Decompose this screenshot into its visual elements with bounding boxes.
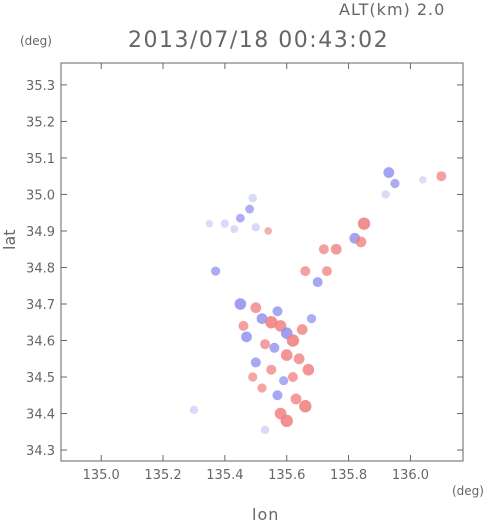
echo-cell bbox=[290, 393, 302, 405]
echo-cell bbox=[302, 363, 315, 376]
echo-cell bbox=[260, 339, 271, 350]
echo-cells bbox=[189, 167, 447, 435]
timestamp-title: 2013/07/18 00:43:02 bbox=[128, 28, 390, 53]
plot-frame bbox=[60, 62, 464, 462]
y-tick-label: 35.1 bbox=[26, 152, 55, 167]
echo-cell bbox=[250, 302, 262, 314]
echo-cell bbox=[250, 357, 261, 368]
echo-cell bbox=[330, 243, 342, 255]
echo-cell bbox=[436, 171, 447, 182]
y-tick-label: 35.0 bbox=[26, 188, 55, 203]
x-tick-label: 135.0 bbox=[83, 468, 120, 483]
echo-cell bbox=[279, 376, 289, 386]
echo-cell bbox=[248, 372, 258, 382]
echo-cell bbox=[299, 400, 312, 413]
x-axis-label: lon bbox=[252, 505, 280, 524]
echo-cell bbox=[220, 219, 230, 228]
echo-cell bbox=[248, 193, 257, 203]
echo-cell bbox=[296, 324, 308, 335]
echo-cell bbox=[266, 364, 277, 375]
echo-cell bbox=[419, 176, 427, 184]
echo-cell bbox=[251, 223, 261, 232]
echo-cell bbox=[355, 236, 367, 248]
echo-cell bbox=[306, 313, 317, 324]
echo-cell bbox=[280, 414, 293, 428]
y-tick-label: 34.4 bbox=[26, 408, 55, 423]
echo-cell bbox=[312, 277, 323, 288]
echo-cell bbox=[300, 266, 311, 277]
y-tick-label: 34.3 bbox=[26, 444, 55, 459]
y-tick-label: 34.9 bbox=[26, 225, 55, 240]
x-tick-label: 135.6 bbox=[268, 468, 305, 483]
echo-cell bbox=[241, 331, 252, 343]
y-tick-label: 35.2 bbox=[26, 115, 55, 130]
echo-cell bbox=[230, 225, 239, 234]
y-unit-label: (deg) bbox=[20, 34, 52, 48]
echo-cell bbox=[280, 349, 293, 361]
echo-cell bbox=[287, 372, 298, 383]
echo-cell bbox=[211, 266, 221, 276]
echo-cell bbox=[293, 353, 305, 365]
y-tick-label: 34.7 bbox=[26, 298, 55, 313]
echo-cell bbox=[256, 313, 268, 324]
echo-cell bbox=[272, 390, 283, 401]
x-unit-label: (deg) bbox=[452, 484, 484, 498]
y-tick-label: 35.3 bbox=[26, 79, 55, 94]
y-ticks: 34.3 34.4 34.5 34.6 34.7 34.8 34.9 35.0 35.1 35.2… bbox=[26, 79, 463, 459]
echo-cell bbox=[245, 204, 255, 214]
x-tick-label: 135.2 bbox=[144, 468, 181, 483]
echo-cell bbox=[257, 383, 267, 393]
echo-cell bbox=[383, 167, 395, 178]
x-tick-label: 136.0 bbox=[392, 468, 429, 483]
echo-cell bbox=[269, 342, 280, 353]
echo-cell bbox=[235, 213, 245, 223]
echo-cell bbox=[390, 178, 400, 189]
altitude-label: ALT(km) 2.0 bbox=[339, 0, 446, 19]
y-tick-label: 34.8 bbox=[26, 261, 55, 276]
echo-cell bbox=[189, 405, 199, 415]
echo-cell bbox=[381, 190, 390, 199]
echo-cell bbox=[321, 266, 332, 277]
echo-cell bbox=[357, 217, 371, 230]
echo-cell bbox=[286, 334, 300, 347]
echo-cell bbox=[265, 316, 278, 329]
echo-cell bbox=[272, 306, 283, 317]
x-tick-label: 135.8 bbox=[330, 468, 367, 483]
echo-cell bbox=[264, 227, 272, 235]
x-ticks: 135.0 135.2 135.4 135.6 135.8 136.0 bbox=[83, 63, 429, 483]
echo-cell bbox=[234, 298, 247, 310]
echo-cell bbox=[318, 244, 329, 255]
y-tick-label: 34.5 bbox=[26, 371, 55, 386]
echo-cell bbox=[205, 219, 214, 228]
x-tick-label: 135.4 bbox=[206, 468, 243, 483]
echo-cell bbox=[238, 320, 249, 331]
y-tick-label: 34.6 bbox=[26, 335, 55, 350]
echo-cell bbox=[260, 425, 270, 435]
